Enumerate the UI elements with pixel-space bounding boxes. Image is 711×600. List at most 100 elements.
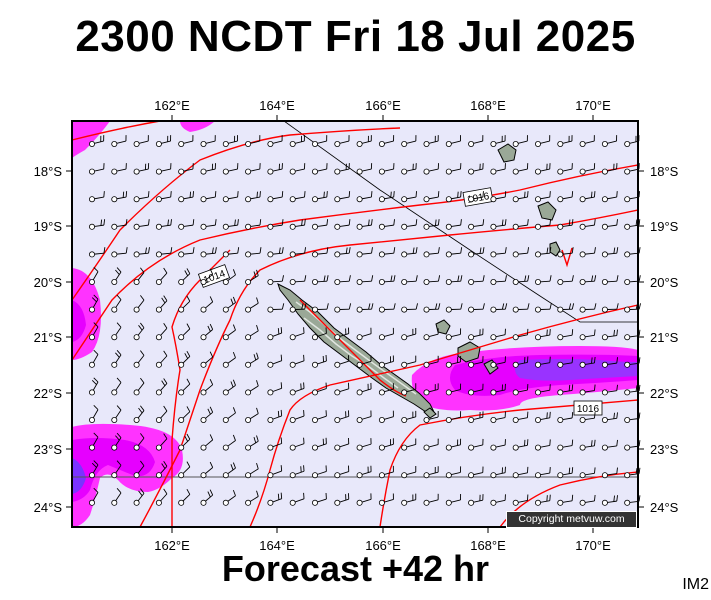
wind-barb: [155, 461, 168, 479]
wind-barb: [200, 247, 217, 258]
wind-barb: [468, 411, 484, 423]
wind-barb: [267, 219, 284, 230]
isobar: [71, 164, 639, 361]
wind-barb: [200, 135, 216, 147]
wind-barb: [334, 163, 350, 175]
isle-of-pines: [423, 407, 437, 419]
wind-barb: [401, 328, 417, 341]
latitude-labels-right: 18°S 19°S 20°S 21°S 22°S 23°S 24°S: [650, 164, 679, 515]
wind-barb: [490, 247, 507, 258]
wind-barb: [445, 466, 462, 479]
wind-barb: [245, 163, 261, 175]
lon-label: 168°E: [470, 538, 506, 553]
wind-barb: [579, 329, 596, 341]
wind-barb: [378, 163, 395, 175]
wind-barb: [200, 379, 214, 396]
wind-barb: [245, 269, 259, 285]
wind-barb: [178, 378, 191, 396]
wind-barb: [512, 219, 529, 230]
wind-barb: [200, 296, 214, 313]
wind-barb: [490, 494, 506, 506]
wind-barb: [200, 434, 214, 451]
wind-barb: [601, 303, 619, 313]
wind-barb: [535, 384, 551, 396]
wind-barb: [557, 384, 574, 396]
wind-barb: [111, 405, 122, 423]
lifou-island: [457, 341, 481, 363]
wind-barb: [423, 466, 439, 479]
wind-barb: [468, 135, 484, 147]
isobar: [249, 304, 639, 528]
map-title: 2300 NCDT Fri 18 Jul 2025: [75, 12, 636, 61]
wind-barb: [557, 247, 574, 258]
wind-barb: [200, 191, 217, 203]
wind-barb: [155, 267, 168, 285]
wind-barb: [245, 490, 259, 506]
wind-barb: [178, 406, 191, 423]
wind-barb: [468, 219, 485, 230]
wind-barbs: [89, 135, 641, 506]
wind-barb: [579, 303, 597, 313]
wind-barb: [468, 356, 484, 368]
wind-barb: [356, 493, 372, 506]
wind-barb: [222, 296, 236, 313]
wind-barb: [490, 163, 506, 175]
wind-barb: [601, 163, 618, 175]
wind-barb: [356, 247, 373, 258]
wind-barb: [334, 191, 351, 203]
lat-label: 24°S: [34, 500, 63, 515]
wind-barb: [267, 437, 283, 451]
wind-barb: [245, 435, 259, 451]
wind-barb: [535, 411, 551, 423]
wind-barb: [311, 275, 329, 285]
wind-barb: [289, 410, 305, 423]
wind-barb: [468, 438, 484, 451]
wind-barb: [557, 163, 573, 175]
wind-barb: [557, 494, 574, 506]
lat-label: 19°S: [650, 219, 679, 234]
wind-barb: [378, 247, 396, 258]
isobar-label: 1016: [466, 191, 490, 206]
rain-area-sw-heavy: [72, 458, 86, 494]
wind-barb: [222, 219, 239, 230]
wind-barb: [557, 356, 574, 368]
wind-barb: [311, 191, 328, 203]
wind-barb: [423, 163, 440, 175]
wind-barb: [311, 163, 328, 175]
lat-label: 22°S: [34, 386, 63, 401]
wind-barb: [289, 135, 305, 147]
wind-barb: [245, 219, 262, 230]
wind-barb: [512, 439, 529, 451]
wind-barb: [512, 247, 530, 258]
wind-barb: [267, 382, 283, 396]
wind-barb: [512, 191, 529, 203]
rain-area-nw: [72, 121, 110, 158]
wind-barb: [89, 377, 99, 396]
wind-barb: [401, 247, 418, 258]
wind-barb: [445, 328, 462, 341]
wind-barb: [601, 439, 618, 451]
wind-barb: [401, 438, 417, 451]
wind-barb: [557, 219, 574, 230]
wind-barb: [601, 329, 618, 341]
wind-barb: [111, 432, 122, 451]
boundary-line: [283, 120, 638, 323]
wind-barb: [311, 247, 329, 258]
wind-barb: [133, 267, 145, 285]
wind-barb: [155, 378, 168, 396]
wind-barb: [535, 275, 552, 285]
wind-barb: [289, 382, 305, 396]
wind-barb: [601, 275, 619, 285]
wind-barb: [535, 329, 551, 341]
wind-barb: [601, 495, 618, 506]
wind-barb: [401, 135, 417, 147]
wind-barb: [378, 438, 394, 451]
wind-barb: [133, 191, 150, 203]
isobar: [379, 399, 639, 528]
wind-barb: [178, 268, 191, 285]
land-masses: [277, 143, 561, 419]
wind-barb: [445, 355, 462, 368]
wind-barb: [512, 494, 529, 506]
vanuatu-efate-island: [537, 201, 557, 221]
